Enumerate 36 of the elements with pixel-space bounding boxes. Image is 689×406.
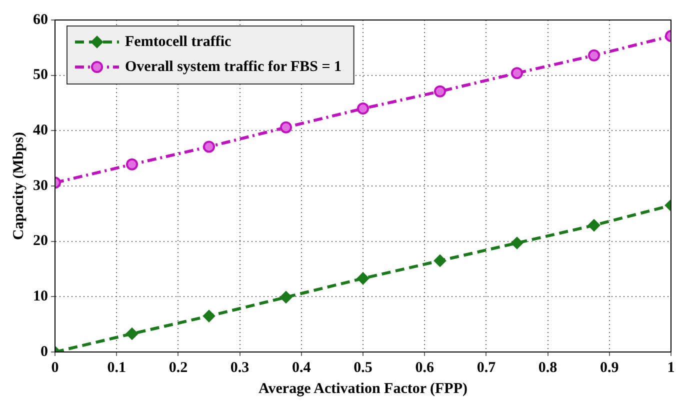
point (126, 328, 138, 340)
x-tick-label: 0.6 (415, 360, 434, 376)
y-tick-label: 40 (33, 122, 48, 139)
point (203, 310, 215, 322)
x-tick-label: 1 (667, 360, 675, 376)
legend-label: Femtocell traffic (125, 34, 232, 50)
point (434, 85, 446, 98)
x-tick-label: 0.7 (476, 360, 496, 376)
point (203, 140, 215, 153)
x-tick-label: 0.4 (292, 360, 312, 376)
x-tick-label: 0 (51, 360, 59, 376)
point (357, 102, 369, 115)
y-tick-label: 50 (33, 67, 48, 84)
point (511, 67, 523, 80)
y-tick-label: 20 (33, 233, 48, 250)
x-tick-label: 0.9 (600, 360, 619, 376)
x-tick-label: 0.8 (538, 360, 558, 376)
y-axis-title: Capacity (Mbps) (10, 132, 27, 240)
x-tick-label: 0.5 (354, 360, 372, 376)
x-tick-label: 0.3 (230, 360, 250, 376)
x-tick-label: 0.1 (107, 360, 126, 376)
y-tick-label: 0 (40, 344, 48, 360)
point (280, 121, 292, 134)
point (126, 158, 138, 170)
point (434, 254, 446, 267)
point (588, 219, 600, 232)
point (588, 49, 600, 62)
y-tick-label: 10 (33, 288, 48, 305)
point (357, 272, 369, 284)
y-tick-label: 60 (33, 12, 48, 28)
point (511, 236, 523, 249)
point (280, 291, 292, 304)
legend-label: Overall system traffic for FBS = 1 (125, 58, 342, 75)
x-axis-title: Average Activation Factor (FPP) (258, 380, 468, 397)
y-tick-label: 30 (33, 178, 48, 194)
x-tick-label: 0.2 (168, 360, 188, 376)
